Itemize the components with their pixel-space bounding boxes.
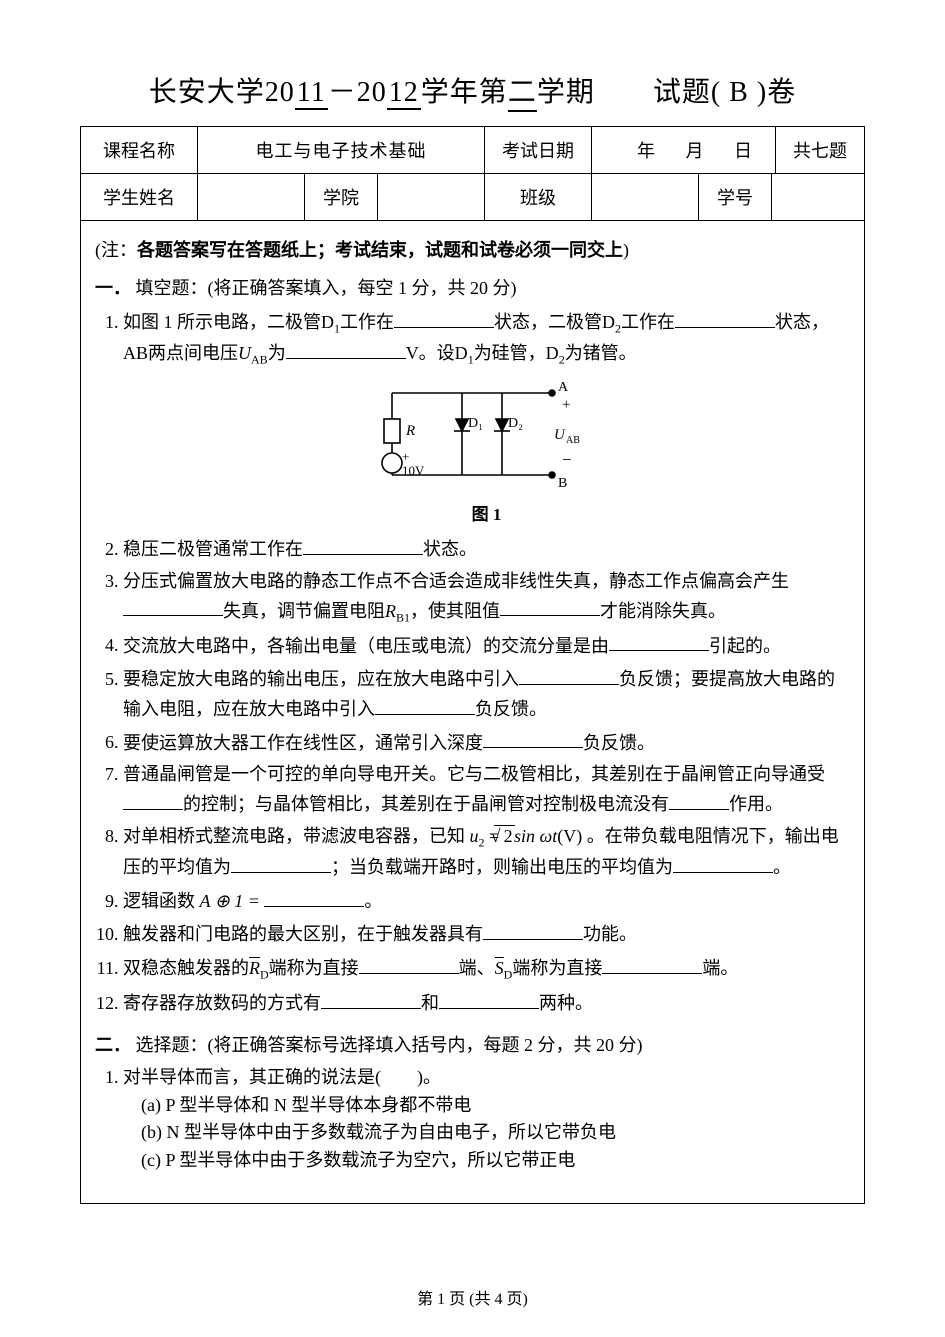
page: 长安大学2011－2012学年第二学期 试题( B )卷 课程名称 电工与电子技… [0, 0, 945, 1337]
q3-blank2[interactable] [500, 596, 600, 617]
q1: 如图 1 所示电路，二极管D1工作在状态，二极管D2工作在状态， AB两点间电压… [123, 307, 850, 528]
q11: 双稳态触发器的RD端称为直接端、SD端称为直接端。 [123, 953, 850, 984]
fig-R: R [405, 423, 415, 439]
name-field[interactable] [198, 174, 305, 221]
q1-blank2[interactable] [675, 307, 775, 328]
date-day-label: 日 [732, 137, 754, 163]
section-a-heading: 一． 填空题：(将正确答案填入，每空 1 分，共 20 分) [95, 275, 850, 303]
choice-list: 对半导体而言，其正确的说法是( )。 (a) P 型半导体和 N 型半导体本身都… [95, 1064, 850, 1176]
title-year2: 12 [387, 77, 421, 110]
q10-blank[interactable] [483, 919, 583, 940]
figure-1: R + 10V D₁ D₂ A + U AB − B [372, 379, 602, 498]
date-month-label: 月 [684, 137, 706, 163]
title-university: 长安大学 [149, 77, 265, 108]
q6-blank[interactable] [483, 728, 583, 749]
fig-B: B [558, 476, 567, 489]
q5: 要稳定放大电路的输出电压，应在放大电路中引入负反馈；要提高放大电路的输入电阻，应… [123, 664, 850, 723]
id-label: 学号 [699, 174, 772, 221]
fig-V: 10V [402, 463, 425, 478]
q2-blank[interactable] [303, 534, 423, 555]
course-name: 电工与电子技术基础 [198, 127, 485, 174]
q3-blank1[interactable] [123, 596, 223, 617]
q7-blank1[interactable] [123, 789, 183, 810]
q3: 分压式偏置放大电路的静态工作点不合适会造成非线性失真，静态工作点偏高会产生失真，… [123, 568, 850, 627]
q5-blank1[interactable] [519, 664, 619, 685]
circuit-svg: R + 10V D₁ D₂ A + U AB − B [372, 379, 602, 489]
q5-blank2[interactable] [375, 694, 475, 715]
q1-blank3[interactable] [286, 338, 406, 359]
fig-plus: + [562, 397, 570, 413]
exam-title: 长安大学2011－2012学年第二学期 试题( B )卷 [80, 70, 865, 112]
title-term: 二 [508, 70, 537, 112]
q7: 普通晶闸管是一个可控的单向导电开关。它与二极管相比，其差别在于晶闸管正向导通受的… [123, 761, 850, 819]
choice-q1-a: (a) P 型半导体和 N 型半导体本身都不带电 [141, 1092, 850, 1120]
title-suffix: 卷 [767, 77, 796, 108]
choice-q1-b: (b) N 型半导体中由于多数载流子为自由电子，所以它带负电 [141, 1119, 850, 1147]
course-label: 课程名称 [81, 127, 198, 174]
college-field[interactable] [378, 174, 485, 221]
title-year1: 11 [295, 77, 328, 110]
q11-blank2[interactable] [602, 953, 702, 974]
q8: 对单相桥式整流电路，带滤波电容器，已知 u2 = 2√ sin ωt(V) 。在… [123, 823, 850, 882]
q9: 逻辑函数 A ⊕ 1 = 。 [123, 886, 850, 916]
fig-A: A [558, 380, 569, 395]
secB-title: 选择题：(将正确答案标号选择填入括号内，每题 2 分，共 20 分) [136, 1035, 643, 1055]
fill-blank-list: 如图 1 所示电路，二极管D1工作在状态，二极管D2工作在状态， AB两点间电压… [95, 307, 850, 1018]
date-year-label: 年 [635, 137, 657, 163]
name-label: 学生姓名 [81, 174, 198, 221]
class-field[interactable] [592, 174, 699, 221]
section-b-heading: 二． 选择题：(将正确答案标号选择填入括号内，每题 2 分，共 20 分) [95, 1032, 850, 1060]
q9-blank[interactable] [264, 886, 364, 907]
q12-blank1[interactable] [321, 988, 421, 1009]
q2: 稳压二极管通常工作在状态。 [123, 534, 850, 564]
title-variant: B [729, 77, 749, 108]
fig-minus: − [562, 450, 572, 469]
exam-date-label: 考试日期 [485, 127, 592, 174]
q7-blank2[interactable] [669, 789, 729, 810]
title-paper-label: 试题 [653, 77, 711, 108]
q4: 交流放大电路中，各输出电量（电压或电流）的交流分量是由引起的。 [123, 631, 850, 661]
q10: 触发器和门电路的最大区别，在于触发器具有功能。 [123, 919, 850, 949]
fig-Uab: U [554, 427, 566, 443]
id-field[interactable] [772, 174, 865, 221]
choice-q1: 对半导体而言，其正确的说法是( )。 (a) P 型半导体和 N 型半导体本身都… [123, 1064, 850, 1176]
q8-blank2[interactable] [673, 852, 773, 873]
choice-q1-c: (c) P 型半导体中由于多数载流子为空穴，所以它带正电 [141, 1147, 850, 1175]
q6: 要使运算放大器工作在线性区，通常引入深度负反馈。 [123, 728, 850, 758]
fig-Uab-sub: AB [566, 435, 580, 446]
header-table: 课程名称 电工与电子技术基础 考试日期 年 月 日 共七题 学生姓名 学院 班级… [80, 126, 865, 221]
class-label: 班级 [485, 174, 592, 221]
secA-num: 一． [95, 278, 131, 298]
note: (注：各题答案写在答题纸上；考试结束，试题和试卷必须一同交上) [95, 237, 850, 265]
q11-blank1[interactable] [359, 953, 459, 974]
q12-blank2[interactable] [439, 988, 539, 1009]
q4-blank[interactable] [609, 631, 709, 652]
fig-plus-src: + [402, 449, 409, 464]
secA-title: 填空题：(将正确答案填入，每空 1 分，共 20 分) [136, 278, 517, 298]
content-box: (注：各题答案写在答题纸上；考试结束，试题和试卷必须一同交上) 一． 填空题：(… [80, 221, 865, 1204]
fig-D2: D₂ [508, 416, 523, 431]
college-label: 学院 [305, 174, 378, 221]
fig1-caption: 图 1 [123, 502, 850, 528]
q12: 寄存器存放数码的方式有和两种。 [123, 988, 850, 1018]
q1-blank1[interactable] [394, 307, 494, 328]
exam-date: 年 月 日 [592, 127, 776, 174]
page-footer: 第 1 页 (共 4 页) [0, 1285, 945, 1309]
secB-num: 二． [95, 1035, 131, 1055]
q8-blank1[interactable] [231, 852, 331, 873]
fig-D1: D₁ [468, 416, 483, 431]
total-questions: 共七题 [776, 127, 865, 174]
